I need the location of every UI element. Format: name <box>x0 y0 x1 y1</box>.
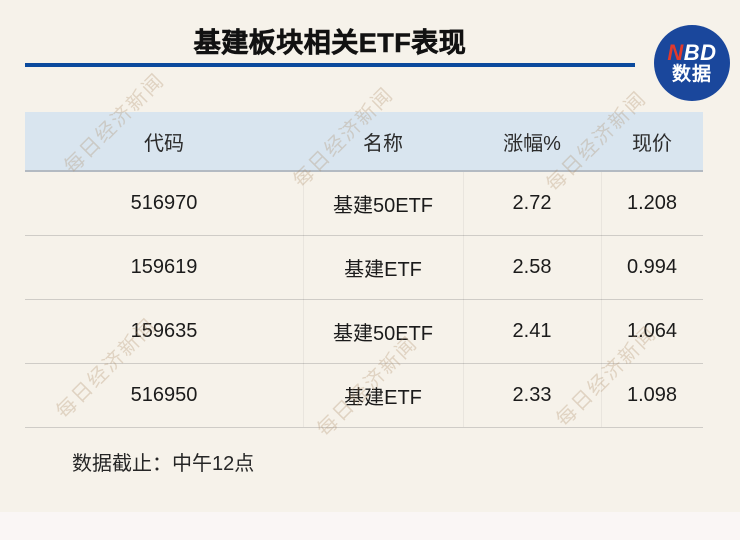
logo-letter-n: N <box>667 39 684 65</box>
cell-price: 1.064 <box>626 320 678 342</box>
table-body: 516970 基建50ETF 2.72 1.208 159619 基建ETF 2.58 0.9… <box>25 172 703 428</box>
cell-change: 2.41 <box>512 320 552 342</box>
column-header-price: 现价 <box>632 132 672 155</box>
cell-name: 基建50ETF <box>332 323 434 345</box>
cell-change: 2.33 <box>512 384 552 406</box>
table-row: 159635 基建50ETF 2.41 1.064 <box>25 299 703 363</box>
column-header-code: 代码 <box>144 132 184 155</box>
logo-subtitle: 数据 <box>671 63 712 85</box>
etf-table: 代码 名称 涨幅% 现价 516970 基建50ETF 2.72 1.208 15961… <box>25 112 703 428</box>
nbd-logo: NBD 数据 <box>654 25 730 101</box>
column-divider <box>601 172 602 427</box>
table-header-row: 代码 名称 涨幅% 现价 <box>25 112 703 172</box>
page-title: 基建板块相关ETF表现 <box>193 28 467 59</box>
column-header-name: 名称 <box>363 132 403 155</box>
cell-price: 1.098 <box>626 384 678 406</box>
logo-nbd-text: NBD <box>667 39 717 65</box>
cell-price: 1.208 <box>626 192 678 214</box>
cell-code: 516970 <box>130 192 198 214</box>
cell-change: 2.72 <box>512 192 552 214</box>
cell-name: 基建ETF <box>344 387 422 409</box>
cell-code: 159635 <box>130 320 198 342</box>
cell-code: 159619 <box>130 256 198 278</box>
table-row: 516970 基建50ETF 2.72 1.208 <box>25 172 703 235</box>
cell-name: 基建50ETF <box>332 195 434 217</box>
table-row: 516950 基建ETF 2.33 1.098 <box>25 363 703 427</box>
table-row: 159619 基建ETF 2.58 0.994 <box>25 235 703 299</box>
cell-code: 516950 <box>130 384 198 406</box>
data-cutoff-note: 数据截止：中午12点 <box>72 453 255 475</box>
column-header-change: 涨幅% <box>503 132 561 155</box>
logo-letters-bd: BD <box>683 39 717 65</box>
cell-change: 2.58 <box>512 256 552 278</box>
title-underline <box>25 63 635 67</box>
title-block: 基建板块相关ETF表现 <box>25 21 635 60</box>
cell-name: 基建ETF <box>344 259 422 281</box>
cell-price: 0.994 <box>626 256 678 278</box>
column-divider <box>303 172 304 427</box>
column-divider <box>463 172 464 427</box>
bottom-strip <box>0 512 740 540</box>
